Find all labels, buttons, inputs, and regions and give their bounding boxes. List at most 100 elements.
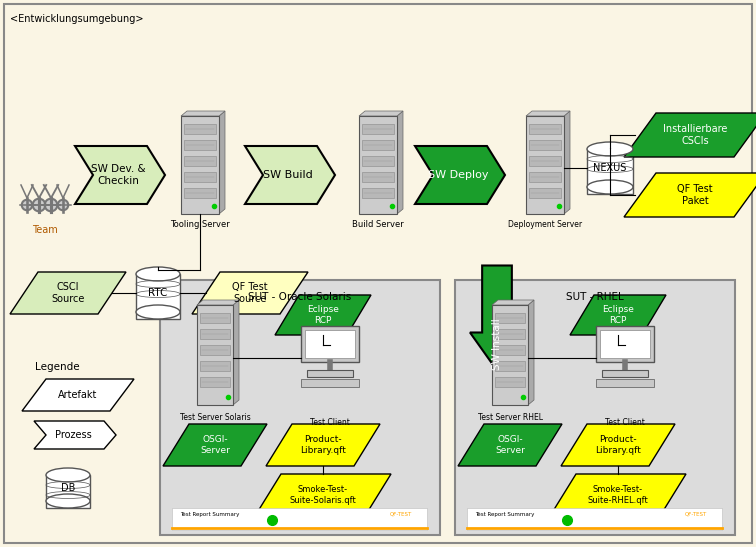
Text: Test Client: Test Client — [605, 418, 645, 427]
FancyBboxPatch shape — [529, 172, 561, 182]
Polygon shape — [197, 300, 239, 305]
Text: SUT - Oracle Solaris: SUT - Oracle Solaris — [249, 292, 352, 302]
Text: QF Test
Paket: QF Test Paket — [677, 184, 713, 206]
Text: SW Build: SW Build — [263, 170, 313, 180]
Text: RTC: RTC — [148, 288, 168, 298]
Text: OSGI-
Server: OSGI- Server — [200, 435, 230, 455]
FancyBboxPatch shape — [529, 156, 561, 166]
FancyBboxPatch shape — [184, 172, 216, 182]
Text: Eclipse
RCP: Eclipse RCP — [307, 305, 339, 325]
Text: Test Server RHEL: Test Server RHEL — [478, 413, 543, 422]
Polygon shape — [492, 300, 534, 305]
FancyBboxPatch shape — [362, 140, 394, 150]
FancyBboxPatch shape — [184, 156, 216, 166]
Text: Tooling Server: Tooling Server — [170, 220, 230, 229]
FancyBboxPatch shape — [200, 377, 230, 387]
Polygon shape — [415, 146, 505, 204]
Text: Installierbare
CSCIs: Installierbare CSCIs — [663, 124, 727, 146]
Ellipse shape — [46, 494, 90, 508]
Polygon shape — [564, 111, 570, 214]
Polygon shape — [528, 300, 534, 405]
Polygon shape — [570, 295, 666, 335]
FancyBboxPatch shape — [362, 156, 394, 166]
Polygon shape — [163, 424, 267, 466]
Ellipse shape — [136, 267, 180, 281]
Ellipse shape — [587, 180, 633, 194]
FancyBboxPatch shape — [160, 280, 440, 535]
Text: SW Deploy: SW Deploy — [428, 170, 488, 180]
FancyBboxPatch shape — [172, 508, 427, 530]
Text: Team: Team — [32, 225, 58, 235]
Text: QF-TEST: QF-TEST — [390, 512, 412, 517]
Circle shape — [33, 199, 45, 211]
FancyBboxPatch shape — [495, 313, 525, 323]
FancyBboxPatch shape — [526, 116, 564, 214]
Polygon shape — [470, 265, 524, 370]
Text: Test Report Summary: Test Report Summary — [180, 512, 240, 517]
FancyBboxPatch shape — [359, 116, 397, 214]
Polygon shape — [397, 111, 403, 214]
Text: OSGI-
Server: OSGI- Server — [495, 435, 525, 455]
Text: QF Test
Source: QF Test Source — [232, 282, 268, 304]
FancyBboxPatch shape — [596, 379, 654, 387]
Text: Legende: Legende — [35, 362, 79, 372]
FancyBboxPatch shape — [200, 313, 230, 323]
Text: Smoke-Test-
Suite-RHEL.qft: Smoke-Test- Suite-RHEL.qft — [587, 485, 649, 505]
Text: Prozess: Prozess — [54, 430, 91, 440]
FancyBboxPatch shape — [495, 345, 525, 355]
Circle shape — [22, 200, 33, 210]
Text: Smoke-Test-
Suite-Solaris.qft: Smoke-Test- Suite-Solaris.qft — [290, 485, 356, 505]
Polygon shape — [624, 113, 756, 157]
Text: Test Client: Test Client — [310, 418, 350, 427]
FancyBboxPatch shape — [495, 361, 525, 371]
FancyBboxPatch shape — [492, 305, 528, 405]
Text: NEXUS: NEXUS — [593, 163, 627, 173]
FancyBboxPatch shape — [200, 361, 230, 371]
FancyBboxPatch shape — [307, 370, 353, 377]
Text: SW Dev. &
Checkin: SW Dev. & Checkin — [91, 164, 145, 186]
Text: Build Server: Build Server — [352, 220, 404, 229]
Polygon shape — [245, 146, 335, 204]
FancyBboxPatch shape — [467, 508, 722, 530]
FancyBboxPatch shape — [136, 274, 180, 319]
Text: SW Install: SW Install — [492, 318, 502, 370]
FancyBboxPatch shape — [301, 326, 359, 362]
FancyBboxPatch shape — [596, 326, 654, 362]
FancyBboxPatch shape — [529, 140, 561, 150]
FancyBboxPatch shape — [184, 188, 216, 198]
FancyBboxPatch shape — [4, 4, 752, 543]
FancyBboxPatch shape — [529, 124, 561, 134]
Text: Eclipse
RCP: Eclipse RCP — [602, 305, 634, 325]
Text: <Entwicklungsumgebung>: <Entwicklungsumgebung> — [10, 14, 144, 24]
Text: Deployment Server: Deployment Server — [508, 220, 582, 229]
Polygon shape — [266, 424, 380, 466]
Polygon shape — [624, 173, 756, 217]
Polygon shape — [458, 424, 562, 466]
FancyBboxPatch shape — [495, 329, 525, 339]
FancyBboxPatch shape — [602, 370, 648, 377]
Ellipse shape — [587, 142, 633, 156]
FancyBboxPatch shape — [362, 188, 394, 198]
FancyBboxPatch shape — [587, 149, 633, 194]
FancyBboxPatch shape — [184, 124, 216, 134]
Text: DB: DB — [60, 483, 75, 493]
Polygon shape — [550, 474, 686, 516]
FancyBboxPatch shape — [529, 188, 561, 198]
FancyBboxPatch shape — [197, 305, 233, 405]
FancyBboxPatch shape — [46, 475, 90, 508]
Text: Product-
Library.qft: Product- Library.qft — [300, 435, 346, 455]
Circle shape — [57, 200, 68, 210]
Polygon shape — [275, 295, 371, 335]
Polygon shape — [75, 146, 165, 204]
Text: Test Report Summary: Test Report Summary — [475, 512, 534, 517]
Text: SUT - RHEL: SUT - RHEL — [566, 292, 624, 302]
Polygon shape — [526, 111, 570, 116]
Polygon shape — [34, 421, 116, 449]
Polygon shape — [255, 474, 391, 516]
Circle shape — [45, 199, 57, 211]
FancyBboxPatch shape — [455, 280, 735, 535]
Polygon shape — [10, 272, 126, 314]
Polygon shape — [359, 111, 403, 116]
FancyBboxPatch shape — [305, 330, 355, 358]
FancyBboxPatch shape — [301, 379, 359, 387]
